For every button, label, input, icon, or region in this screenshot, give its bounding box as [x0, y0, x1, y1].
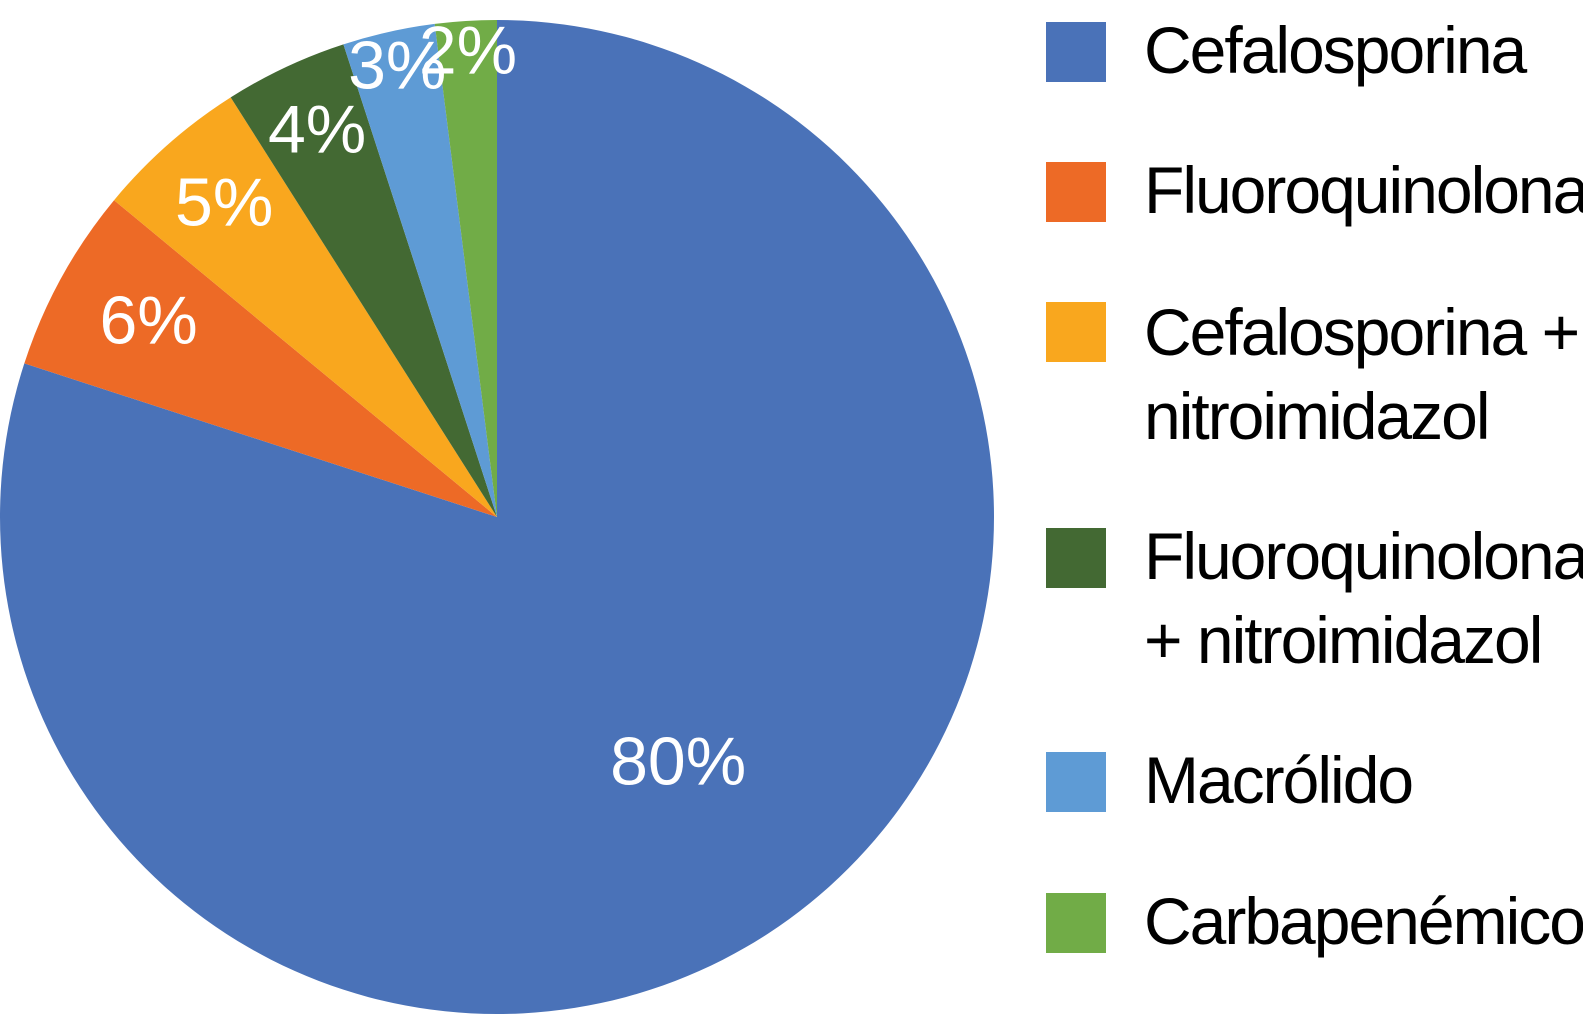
- pie-slice-label: 4%: [268, 92, 366, 168]
- pie-chart: 80% 6% 5%4%3%2%: [0, 13, 994, 1014]
- pie-slice: [24, 200, 497, 518]
- legend-swatch: [1046, 893, 1106, 953]
- legend-swatch: [1046, 528, 1106, 588]
- legend-label: Fluoroquinolona: [1144, 153, 1583, 227]
- pie-slice: [0, 20, 994, 1014]
- pie-slices: [0, 20, 994, 1014]
- pie-slice-label: 6%: [99, 282, 197, 358]
- pie-slice-label: 2%: [419, 13, 517, 89]
- legend-swatch: [1046, 302, 1106, 362]
- legend-swatch: [1046, 752, 1106, 812]
- legend-swatch: [1046, 22, 1106, 82]
- pie-slice: [434, 20, 497, 517]
- legend-label: Cefalosporina + nitroimidazol: [1144, 295, 1580, 453]
- pie-slice-label: 80%: [610, 723, 746, 799]
- pie-slice: [114, 97, 497, 517]
- legend-label: Macrólido: [1144, 743, 1414, 817]
- pie-slice-label: 3%: [348, 28, 446, 104]
- legend-swatch: [1046, 162, 1106, 222]
- legend: Cefalosporina Fluoroquinolona Cefalospor…: [1046, 0, 1583, 1024]
- legend-label: Cefalosporina: [1144, 13, 1527, 87]
- pie-slice: [343, 23, 497, 517]
- pie-slice: [230, 44, 497, 517]
- legend-label: Carbapenémico: [1144, 884, 1583, 958]
- pie-slice-label: 5%: [175, 165, 273, 241]
- legend-label: Fluoroquinolona + nitroimidazol: [1144, 519, 1583, 677]
- pie-slice-labels: 80% 6% 5%4%3%2%: [99, 13, 746, 800]
